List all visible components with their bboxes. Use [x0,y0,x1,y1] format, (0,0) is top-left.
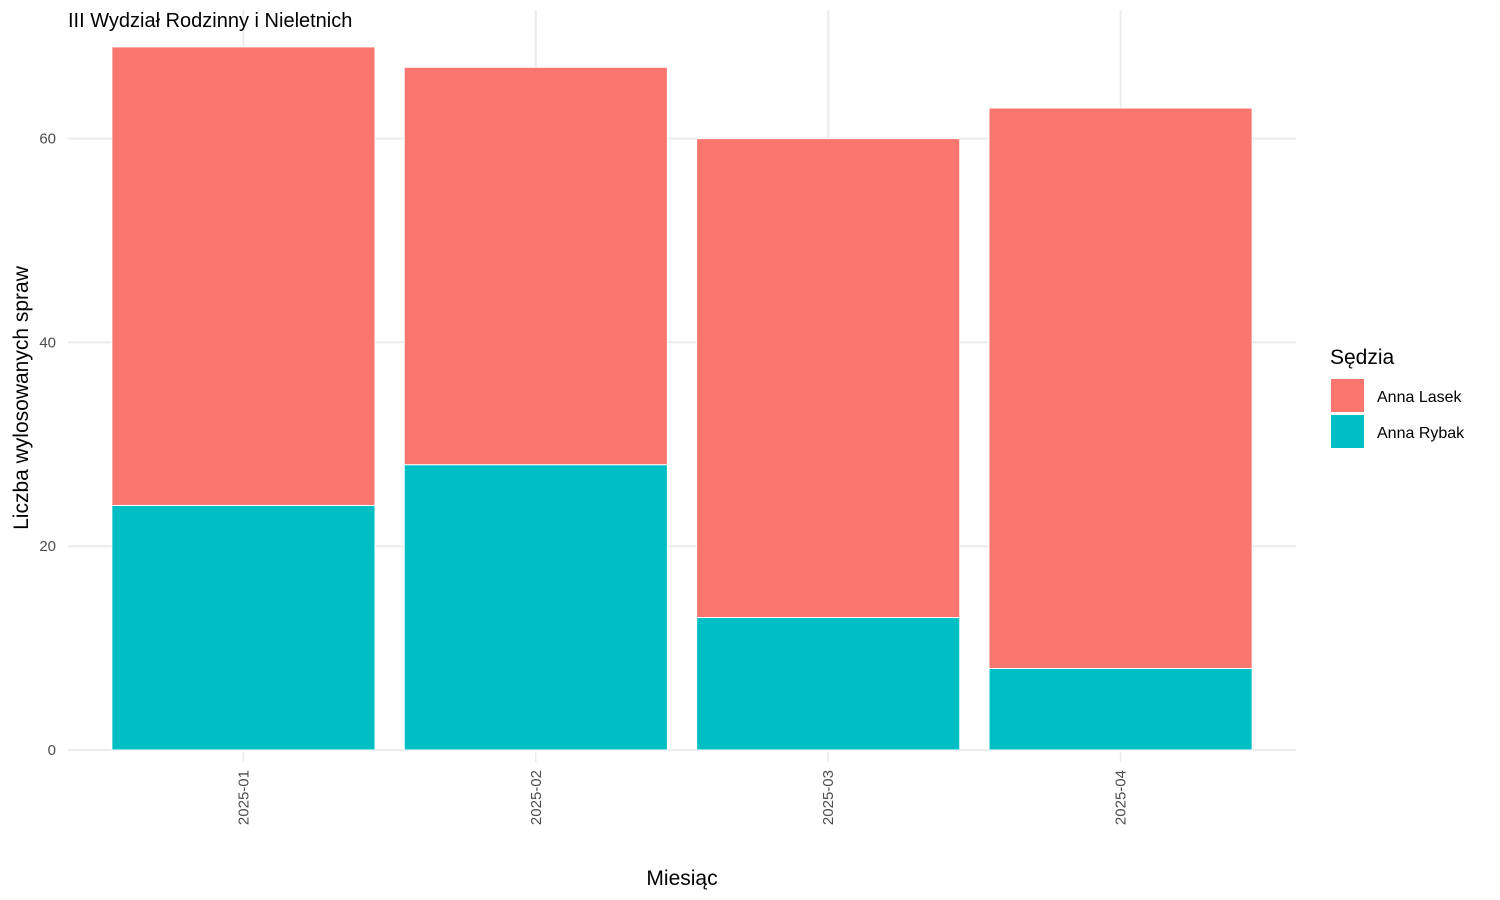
legend-label: Anna Rybak [1377,425,1465,442]
x-tick-label: 2025-04 [1113,770,1130,825]
y-tick-label: 60 [39,131,56,148]
y-tick-label: 20 [39,538,56,555]
axis-ticks: 0 20 40 60 2025-01 2025-02 2025-03 2025-04 [39,131,1129,825]
x-tick-label: 2025-03 [820,770,837,825]
x-axis-title: Miesiąc [646,867,717,890]
bars [111,46,1253,751]
legend-label: Anna Lasek [1377,389,1463,406]
y-tick-label: 0 [48,742,56,759]
bar-segment [111,46,376,506]
legend-swatch [1331,379,1364,412]
bar-segment [111,504,376,751]
legend-swatch [1331,415,1364,448]
legend-title: Sędzia [1330,346,1395,369]
x-tick-label: 2025-01 [235,770,252,825]
y-axis-title: Liczba wylosowanych spraw [10,265,33,530]
bar-segment [696,138,961,619]
legend: Sędzia Anna Lasek Anna Rybak [1330,346,1465,448]
chart-title: III Wydział Rodzinny i Nieletnich [68,10,352,32]
bar-segment [696,617,961,751]
x-tick-label: 2025-02 [528,770,545,825]
bar-segment [988,107,1253,669]
bar-segment [988,667,1253,751]
y-tick-label: 40 [39,334,56,351]
bar-segment [403,464,668,751]
bar-segment [403,66,668,466]
